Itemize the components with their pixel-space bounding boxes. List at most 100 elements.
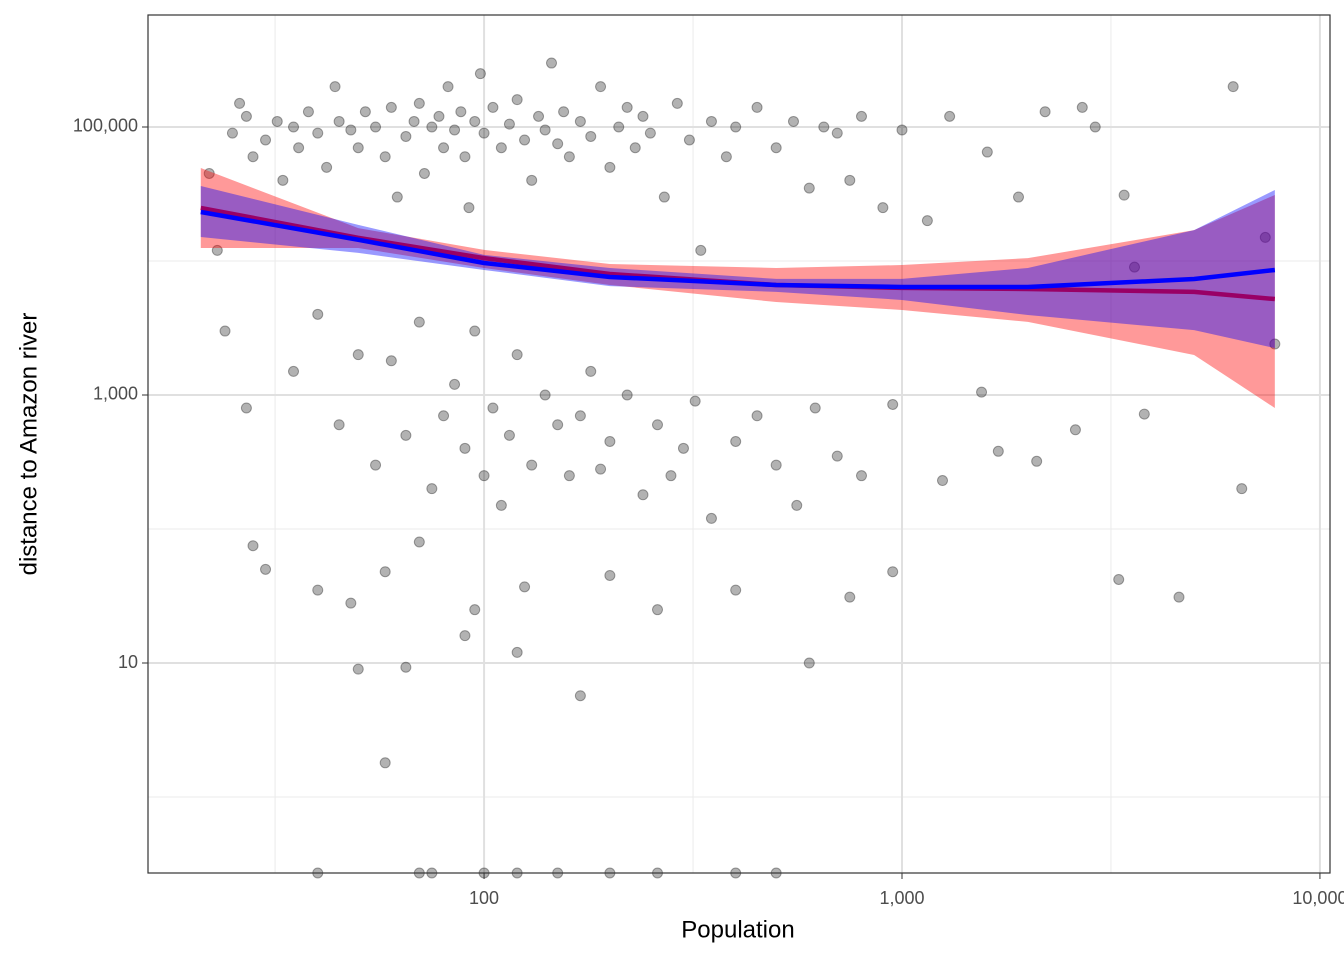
point xyxy=(730,435,742,447)
point xyxy=(887,566,899,578)
point xyxy=(1138,408,1150,420)
point xyxy=(503,429,515,441)
point xyxy=(855,470,867,482)
point xyxy=(433,110,445,122)
x-tick-label: 10,000 xyxy=(1292,888,1344,908)
point xyxy=(665,470,677,482)
point xyxy=(312,127,324,139)
point xyxy=(379,566,391,578)
point xyxy=(574,115,586,127)
point xyxy=(526,459,538,471)
point xyxy=(1259,231,1271,243)
point xyxy=(730,584,742,596)
point xyxy=(1089,121,1101,133)
point xyxy=(413,316,425,328)
point xyxy=(359,106,371,118)
point xyxy=(689,395,701,407)
point xyxy=(426,483,438,495)
point xyxy=(621,101,633,113)
point xyxy=(511,349,523,361)
panel-border xyxy=(147,14,1331,874)
point xyxy=(539,124,551,136)
point xyxy=(803,182,815,194)
x-tick-label: 1,000 xyxy=(879,888,924,908)
point xyxy=(345,124,357,136)
point xyxy=(976,386,988,398)
point xyxy=(937,475,949,487)
point xyxy=(459,442,471,454)
point xyxy=(613,121,625,133)
point xyxy=(604,161,616,173)
point xyxy=(1129,261,1141,273)
point xyxy=(539,389,551,401)
point xyxy=(511,94,523,106)
point xyxy=(288,365,300,377)
point xyxy=(442,81,454,93)
point xyxy=(469,325,481,337)
point xyxy=(478,127,490,139)
point xyxy=(503,118,515,130)
point xyxy=(333,419,345,431)
point xyxy=(418,167,430,179)
point xyxy=(438,410,450,422)
smooth-line xyxy=(200,209,1276,290)
point xyxy=(438,142,450,154)
point xyxy=(621,389,633,401)
point xyxy=(469,115,481,127)
panel xyxy=(148,15,1330,873)
point xyxy=(511,646,523,658)
confidence-band xyxy=(200,168,1275,408)
point xyxy=(312,308,324,320)
point xyxy=(370,459,382,471)
point xyxy=(1227,81,1239,93)
point xyxy=(1236,483,1248,495)
point xyxy=(413,536,425,548)
point xyxy=(459,630,471,642)
point xyxy=(818,121,830,133)
point xyxy=(260,134,272,146)
point xyxy=(844,591,856,603)
point xyxy=(644,127,656,139)
point xyxy=(1013,191,1025,203)
point xyxy=(352,663,364,675)
point xyxy=(385,355,397,367)
point xyxy=(770,459,782,471)
point xyxy=(1173,591,1185,603)
point xyxy=(651,604,663,616)
point xyxy=(921,215,933,227)
point xyxy=(449,124,461,136)
point xyxy=(400,661,412,673)
point xyxy=(312,584,324,596)
point xyxy=(751,101,763,113)
point xyxy=(595,81,607,93)
point xyxy=(981,146,993,158)
point xyxy=(329,81,341,93)
point xyxy=(770,142,782,154)
point xyxy=(293,142,305,154)
point xyxy=(629,142,641,154)
y-tick-label: 10 xyxy=(118,652,138,672)
point xyxy=(333,115,345,127)
point xyxy=(896,124,908,136)
point xyxy=(400,429,412,441)
point xyxy=(277,174,289,186)
point xyxy=(552,138,564,150)
point xyxy=(211,244,223,256)
point xyxy=(604,569,616,581)
point xyxy=(519,581,531,593)
point xyxy=(495,499,507,511)
point xyxy=(563,151,575,163)
point xyxy=(203,167,215,179)
point xyxy=(787,115,799,127)
point xyxy=(1031,455,1043,467)
point xyxy=(637,489,649,501)
point xyxy=(474,68,486,80)
point xyxy=(391,191,403,203)
point xyxy=(585,365,597,377)
point xyxy=(677,442,689,454)
point xyxy=(302,106,314,118)
point xyxy=(519,134,531,146)
point xyxy=(595,463,607,475)
point xyxy=(751,410,763,422)
